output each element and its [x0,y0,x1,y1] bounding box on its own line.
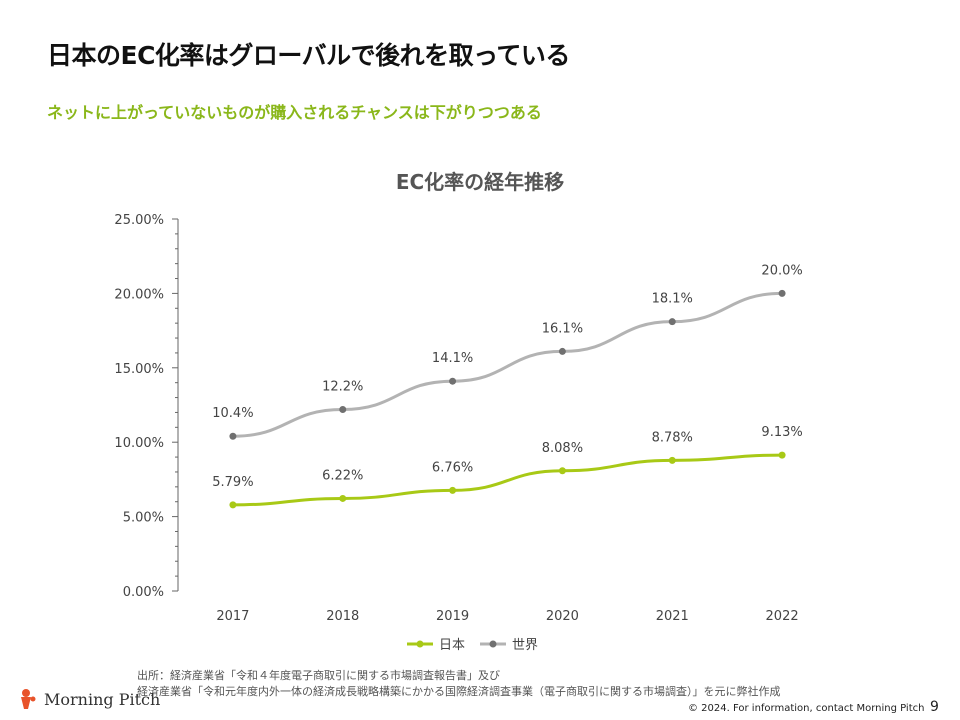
series-line-1 [232,291,783,438]
legend-label: 日本 [439,638,465,653]
legend-marker [489,640,497,648]
data-point [778,451,786,459]
data-point [339,494,347,502]
x-tick-label: 2020 [546,609,579,624]
data-point [449,486,457,494]
data-point [558,467,566,475]
data-label: 18.1% [652,292,693,307]
data-label: 20.0% [761,263,802,278]
data-point [339,405,347,413]
data-point [229,501,237,509]
copyright: © 2024. For information, contact Morning… [688,703,925,714]
source-note: 出所：経済産業省「令和４年度電子商取引に関する市場調査報告書」及び 経済産業省「… [137,668,781,700]
logo: Morning Pitch [18,688,160,710]
data-point [558,347,566,355]
data-label: 8.08% [542,441,583,456]
data-label: 14.1% [432,351,473,366]
data-label: 10.4% [212,406,253,421]
source-line-2: 経済産業省「令和元年度内外一体の経済成長戦略構築にかかる国際経済調査事業（電子商… [137,685,781,698]
x-tick-label: 2019 [436,609,469,624]
x-tick-label: 2017 [216,609,249,624]
data-point [778,289,786,297]
slide-subtitle: ネットに上がっていないものが購入されるチャンスは下がりつつある [47,103,542,122]
chart-title: EC化率の経年推移 [395,170,565,194]
source-line-1: 出所：経済産業省「令和４年度電子商取引に関する市場調査報告書」及び [137,669,500,682]
data-label: 5.79% [212,475,253,490]
y-tick-label: 10.00% [114,436,164,451]
data-label: 6.76% [432,460,473,475]
x-tick-label: 2018 [326,609,359,624]
x-tick-label: 2021 [656,609,689,624]
data-label: 6.22% [322,468,363,483]
x-tick-label: 2022 [766,609,799,624]
logo-text: Morning Pitch [44,689,161,709]
data-label: 8.78% [652,430,693,445]
page-number: 9 [930,699,939,715]
y-tick-label: 0.00% [123,585,164,600]
morning-pitch-logo-icon [21,689,36,709]
slide-title: 日本のEC化率はグローバルで後れを取っている [47,41,570,70]
legend-label: 世界 [512,638,538,653]
data-point [449,377,457,385]
y-tick-label: 25.00% [114,213,164,228]
series-line-0 [232,453,783,507]
data-point [668,318,676,326]
data-point [668,456,676,464]
y-tick-label: 20.00% [114,287,164,302]
data-point [229,432,237,440]
y-tick-label: 15.00% [114,362,164,377]
data-label: 12.2% [322,379,363,394]
legend-marker [416,640,424,648]
data-label: 9.13% [761,425,802,440]
y-tick-label: 5.00% [123,511,164,526]
data-label: 16.1% [542,321,583,336]
